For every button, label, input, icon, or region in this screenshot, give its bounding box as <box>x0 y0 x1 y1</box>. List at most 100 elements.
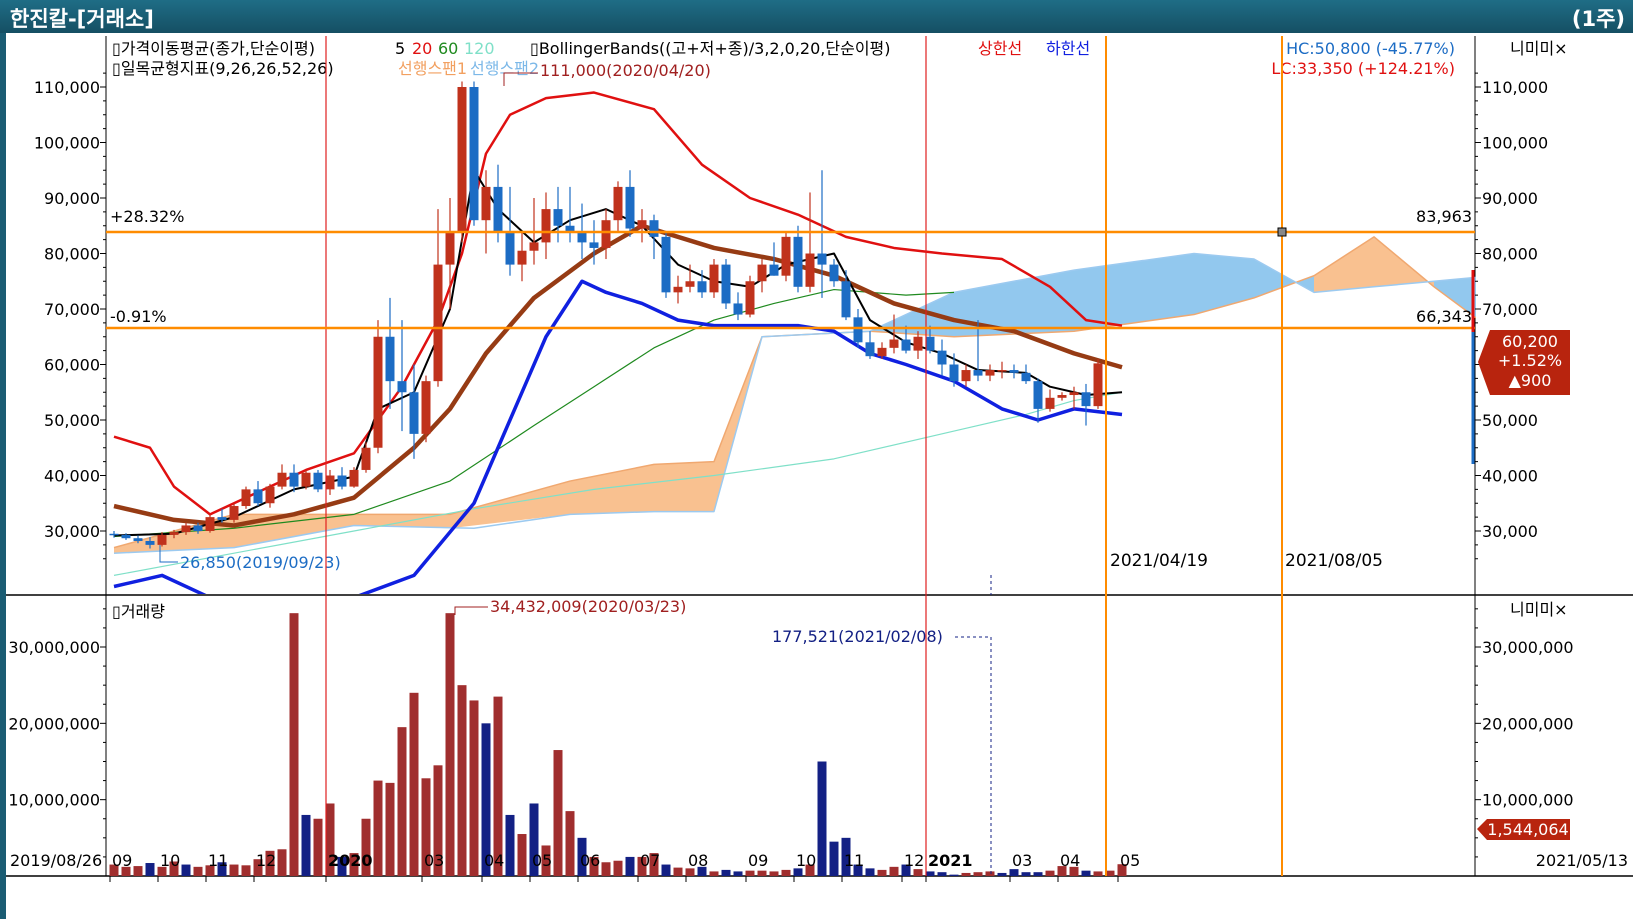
candle-body <box>409 392 419 434</box>
candle-body <box>985 370 995 376</box>
volume-bar <box>745 870 755 876</box>
x-axis-start-date: 2019/08/26 <box>10 851 102 870</box>
candle-body <box>1009 370 1019 373</box>
level-lower-label: 66,343 <box>1416 307 1472 326</box>
candle-body <box>1045 397 1055 409</box>
chart-frame: 30,000 30,000 40,000 40,000 50,000 50,000 60,0… <box>0 33 1633 919</box>
candle-body <box>613 186 623 221</box>
candle-body <box>673 286 683 293</box>
volume-bar <box>985 871 995 876</box>
y-tick-label-left: 30,000 <box>44 522 100 541</box>
x-tick-label: 09 <box>748 851 768 870</box>
volume-bar <box>625 856 635 876</box>
candle-body <box>1021 372 1031 382</box>
volume-bar <box>373 780 383 876</box>
candle-body <box>781 236 791 276</box>
candle-body <box>709 264 719 293</box>
ma-period-120: 120 <box>464 39 495 58</box>
candle-body <box>265 486 275 504</box>
candle-body <box>697 281 707 293</box>
volume-y-label-right: 10,000,000 <box>1482 791 1574 810</box>
volume-bar <box>637 856 647 876</box>
window-titlebar: 한진칼-[거래소] (1주) <box>0 0 1633 33</box>
candle-body <box>205 517 215 531</box>
x-tick-label: 2020 <box>328 851 373 870</box>
volume-bar <box>505 814 515 876</box>
volume-panel-window-buttons[interactable]: 니미미× <box>1510 600 1568 619</box>
svg-text:▯일목균형지표(9,26,26,52,26): ▯일목균형지표(9,26,26,52,26) <box>112 59 334 78</box>
candle-body <box>769 264 779 276</box>
y-tick-label-left: 90,000 <box>44 189 100 208</box>
candle-body <box>949 364 959 382</box>
volume-bar <box>577 837 587 876</box>
candle-body <box>745 281 755 315</box>
volume-bar <box>469 700 479 876</box>
percent-upper-label: +28.32% <box>110 207 184 226</box>
volume-bar <box>217 862 227 876</box>
period-label[interactable]: (1주) <box>1571 7 1625 31</box>
candle-body <box>637 220 647 229</box>
volume-bar <box>925 871 935 876</box>
candle-body <box>901 339 911 351</box>
y-tick-label-left: 40,000 <box>44 467 100 486</box>
legend: ▯가격이동평균(종가,단순이평) 5 20 60 120 ▯BollingerBand… <box>112 39 1090 78</box>
volume-bar <box>793 868 803 876</box>
cursor-date-1: 2021/04/19 <box>1110 551 1208 571</box>
candle-body <box>517 250 527 265</box>
candle-body <box>241 489 251 507</box>
candle-body <box>289 472 299 487</box>
ichimoku-cloud-segment <box>570 464 654 515</box>
volume-bar <box>613 860 623 876</box>
candle-body <box>757 264 767 282</box>
price-panel-window-buttons[interactable]: 니미미× <box>1510 39 1568 58</box>
volume-bar <box>601 862 611 876</box>
span1-label: 선행스팬1 <box>398 59 467 78</box>
y-tick-label-left: 100,000 <box>34 134 100 153</box>
current-change-pct: +1.52% <box>1498 351 1562 370</box>
candle-body <box>433 264 443 382</box>
volume-bar <box>409 692 419 876</box>
volume-marker-annotation: 177,521(2021/02/08) <box>772 627 943 646</box>
x-tick-label: 06 <box>580 851 600 870</box>
candle-body <box>841 281 851 318</box>
cursor-intersection-handle[interactable] <box>1277 227 1287 237</box>
ichimoku-cloud-segment <box>1074 253 1194 332</box>
volume-bar <box>853 864 863 876</box>
volume-y-label-left: 30,000,000 <box>8 638 100 657</box>
volume-bar <box>1021 872 1031 876</box>
volume-bar <box>241 865 251 876</box>
candle-body <box>1093 363 1103 407</box>
volume-bar <box>937 872 947 876</box>
volume-bar <box>337 856 347 876</box>
volume-bar <box>1033 872 1043 876</box>
x-tick-label: 05 <box>1120 851 1140 870</box>
volume-bar <box>121 866 131 876</box>
volume-bar <box>493 696 503 876</box>
svg-text:▯가격이동평균(종가,단순이평): ▯가격이동평균(종가,단순이평) <box>112 39 315 58</box>
y-tick-label-right: 100,000 <box>1482 134 1548 153</box>
volume-bar <box>157 866 167 876</box>
candle-body <box>337 475 347 487</box>
y-tick-label-right: 50,000 <box>1482 411 1538 430</box>
volume-y-label-right: 20,000,000 <box>1482 714 1574 733</box>
candle-body <box>313 472 323 490</box>
volume-bar <box>277 849 287 876</box>
current-change: ▲900 <box>1509 371 1552 390</box>
lc-readout: LC:33,350 (+124.21%) <box>1271 59 1455 78</box>
volume-bar <box>661 864 671 876</box>
svg-text:▯BollingerBands((고+저+종)/3,2,0,: ▯BollingerBands((고+저+종)/3,2,0,20,단순이평) <box>530 39 891 58</box>
candle-body <box>325 475 335 490</box>
candle-body <box>925 336 935 351</box>
volume-bar <box>829 841 839 876</box>
candle-body <box>121 534 131 539</box>
chart-svg[interactable]: 30,000 30,000 40,000 40,000 50,000 50,000 60,0… <box>6 33 1633 919</box>
candle-body <box>805 253 815 287</box>
ichimoku-cloud-segment <box>1314 236 1374 293</box>
y-tick-label-right: 30,000 <box>1482 522 1538 541</box>
current-volume: 1,544,064 <box>1487 820 1568 839</box>
candle-body <box>577 231 587 243</box>
candle-body <box>541 209 551 243</box>
candle-body <box>397 381 407 393</box>
volume-bar <box>109 864 119 876</box>
x-tick-label: 2021 <box>928 851 973 870</box>
